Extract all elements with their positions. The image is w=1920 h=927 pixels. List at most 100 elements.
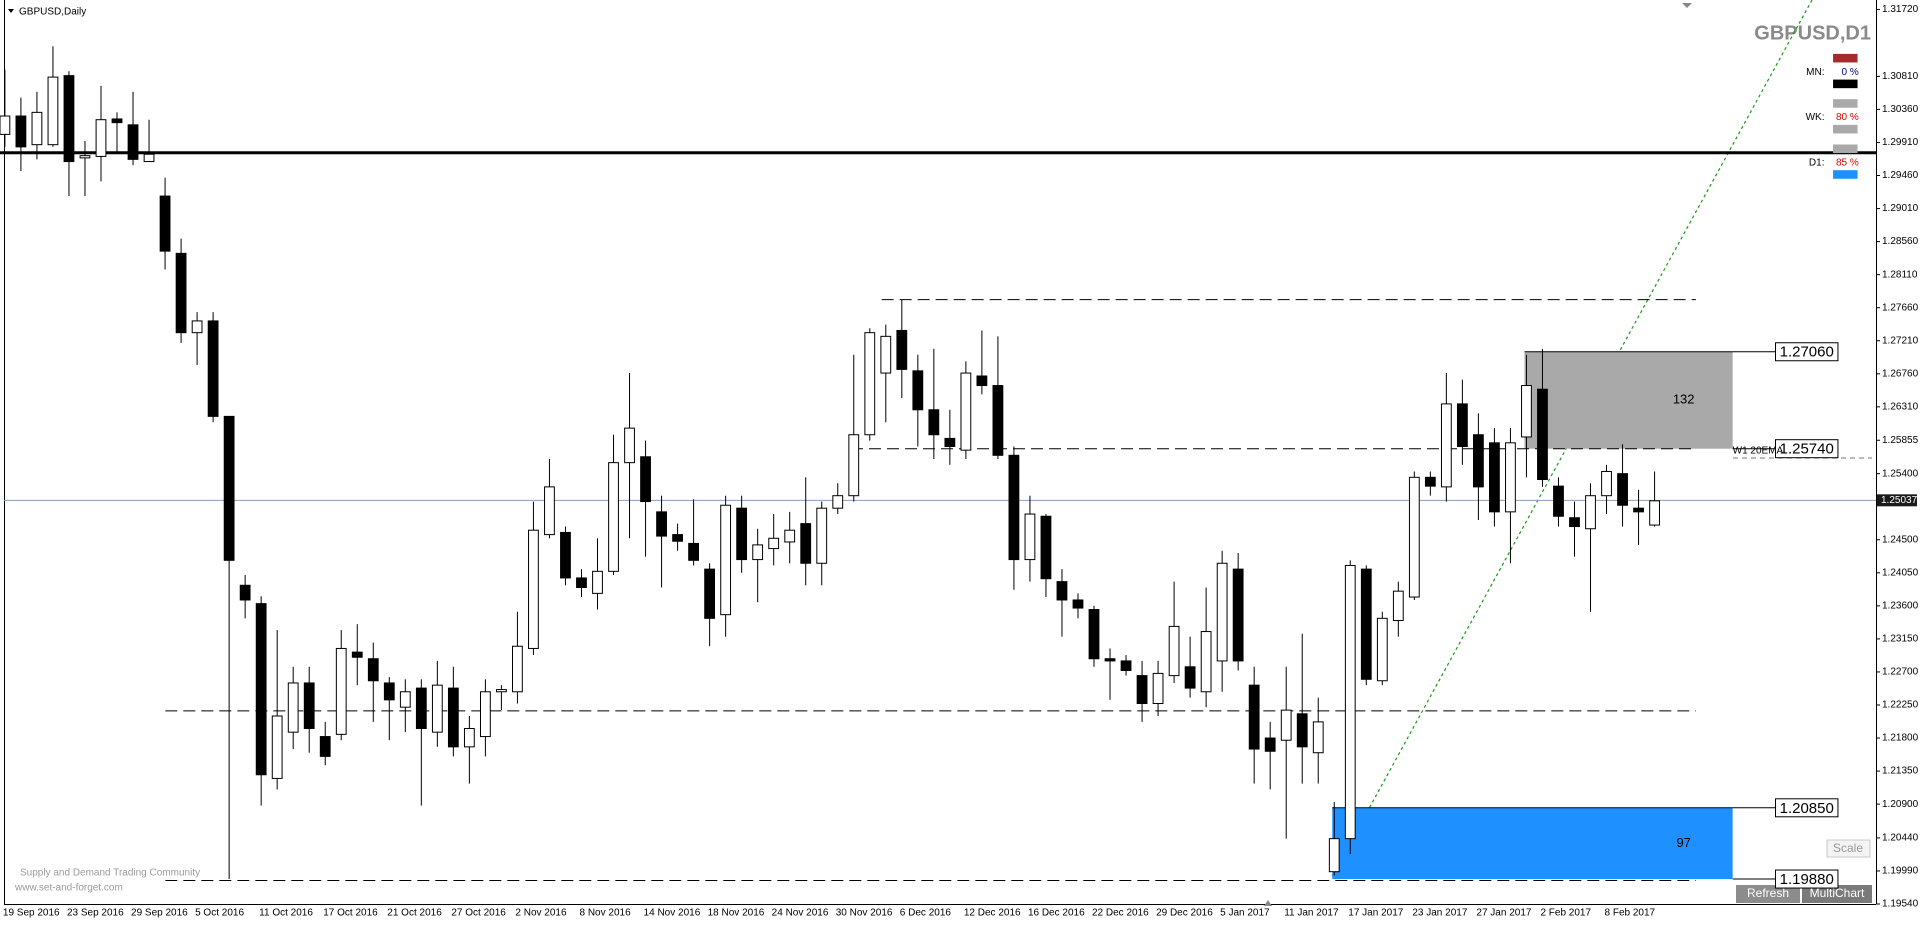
candle-body: [816, 507, 828, 564]
y-tick-label: 1.26760: [1882, 368, 1919, 379]
candle-body: [287, 682, 299, 733]
candle-body: [864, 332, 876, 436]
candle-body: [592, 570, 603, 594]
candle-body: [1072, 599, 1084, 609]
candle-body: [960, 372, 972, 451]
candle-body: [1408, 476, 1420, 598]
candle-body: [1473, 434, 1484, 488]
candle-body: [656, 511, 667, 537]
candle-body: [1248, 684, 1260, 750]
candle-body: [63, 75, 75, 163]
strength-name: D1:: [1809, 157, 1825, 168]
y-tick-label: 1.24050: [1882, 567, 1919, 578]
price-tag-label: 1.19880: [1780, 871, 1834, 888]
candle-body: [15, 115, 27, 148]
candle-body: [1312, 721, 1324, 754]
y-tick-label: 1.25855: [1882, 435, 1919, 446]
candle-body: [1537, 388, 1548, 481]
y-tick-label: 1.21800: [1882, 733, 1919, 744]
strength-name: WK:: [1806, 112, 1825, 123]
y-tick-label: 1.27210: [1882, 335, 1919, 346]
x-tick-label: 18 Nov 2016: [708, 908, 765, 919]
button-label[interactable]: Scale: [1833, 841, 1863, 855]
candle-body: [720, 504, 732, 616]
candle-body: [528, 529, 539, 649]
candle-body: [1344, 564, 1356, 840]
candle-body: [1601, 470, 1612, 497]
x-tick-label: 2 Nov 2016: [515, 908, 567, 919]
candle-body: [1280, 709, 1292, 741]
y-tick-label: 1.20900: [1882, 799, 1919, 810]
x-tick-label: 17 Oct 2016: [323, 908, 378, 919]
strength-bar: [1833, 170, 1858, 179]
y-tick-label: 1.20440: [1882, 833, 1919, 844]
price-tag-label: 1.20850: [1780, 800, 1834, 817]
candle-body: [191, 320, 203, 334]
zone: [1332, 807, 1733, 880]
button-label[interactable]: MultiChart: [1810, 886, 1865, 900]
scale-button[interactable]: Scale: [1826, 839, 1871, 858]
y-tick-label: 1.22250: [1882, 700, 1919, 711]
menu-triangle[interactable]: [8, 9, 14, 13]
candle-body: [992, 385, 1004, 456]
strength-bar: [1833, 99, 1858, 108]
candle-body: [447, 687, 459, 748]
y-tick-label: 1.29910: [1882, 137, 1919, 148]
candle-body: [624, 427, 635, 464]
candle-body: [303, 682, 315, 729]
candle-body: [912, 370, 924, 411]
chart-title: GBPUSD,Daily: [19, 7, 86, 18]
price-tag-box: [1775, 869, 1839, 889]
x-tick-label: 11 Jan 2017: [1284, 908, 1339, 919]
candle-body: [608, 462, 619, 572]
zone-label: 132: [1673, 392, 1695, 407]
candle-body: [431, 684, 443, 733]
candle-body: [1136, 675, 1148, 705]
multichart-button[interactable]: MultiChart: [1802, 885, 1872, 903]
y-tick-label: 1.21350: [1882, 766, 1919, 777]
candle-body: [1424, 476, 1436, 487]
candle-body: [688, 542, 699, 561]
candle-body: [880, 335, 892, 374]
strength-name: MN:: [1806, 67, 1824, 78]
candle-body: [47, 76, 59, 146]
refresh-button[interactable]: Refresh: [1736, 885, 1800, 903]
candle-body: [976, 375, 988, 387]
x-tick-label: 8 Nov 2016: [579, 908, 631, 919]
strength-bar: [1833, 144, 1858, 154]
candle-body: [143, 153, 155, 163]
current-price-box: [1877, 494, 1917, 507]
candle-body: [1104, 658, 1116, 662]
y-tick-label: 1.25400: [1882, 468, 1919, 479]
candle-body: [736, 507, 748, 561]
strength-value: 0 %: [1842, 67, 1859, 78]
x-tick-label: 5 Jan 2017: [1220, 908, 1270, 919]
candle-body: [175, 252, 187, 334]
y-tick-label: 1.28110: [1882, 269, 1918, 280]
x-tick-label: 23 Jan 2017: [1412, 908, 1467, 919]
candle-body: [111, 118, 123, 124]
candle-body: [1633, 507, 1644, 513]
y-tick-label: 1.22700: [1882, 667, 1919, 678]
strength-bar: [1833, 53, 1858, 63]
candle-body: [1553, 485, 1564, 517]
candle-body: [1216, 562, 1228, 662]
candle-body: [1392, 590, 1404, 622]
candle-body: [1232, 568, 1244, 662]
candle-body: [512, 645, 523, 693]
x-tick-label: 30 Nov 2016: [836, 908, 893, 919]
candle-body: [1168, 625, 1180, 677]
y-tick-label: 1.24500: [1882, 534, 1919, 545]
x-tick-label: 6 Dec 2016: [900, 908, 952, 919]
candle-body: [335, 647, 347, 735]
price-tag-label: 1.27060: [1780, 344, 1834, 361]
button-label[interactable]: Refresh: [1747, 886, 1789, 900]
candle-body: [944, 437, 956, 447]
x-tick-label: 2 Feb 2017: [1540, 908, 1591, 919]
candle-body: [704, 568, 716, 619]
y-tick-label: 1.23150: [1882, 634, 1919, 645]
candle-body: [239, 584, 251, 601]
current-price-label: 1.25037: [1881, 495, 1918, 506]
x-tick-label: 23 Sep 2016: [67, 908, 124, 919]
